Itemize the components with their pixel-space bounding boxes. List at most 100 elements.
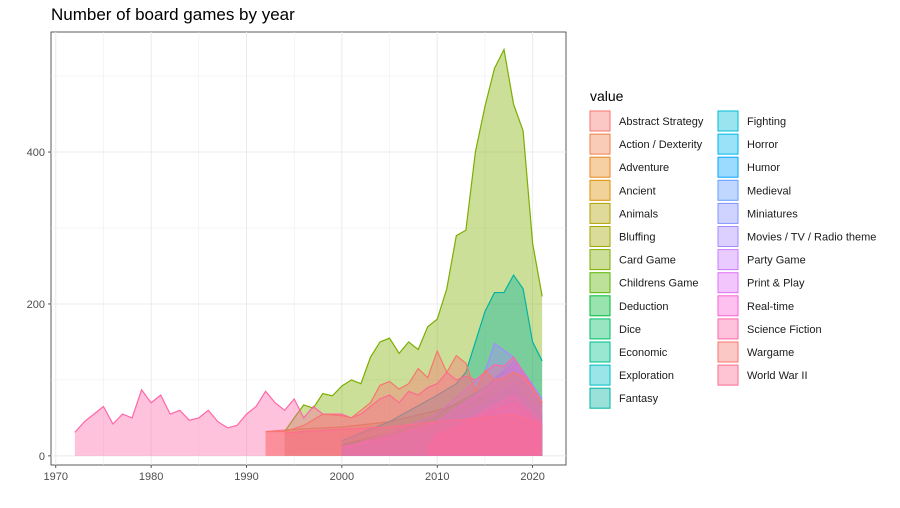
legend-label: Card Game: [619, 255, 676, 267]
legend-item-fantasy: Fantasy: [589, 387, 659, 409]
x-tick-label: 1990: [234, 471, 258, 483]
legend-item-world-war-ii: World War II: [717, 364, 808, 386]
legend-item-medieval: Medieval: [717, 179, 791, 201]
legend-key: [589, 202, 611, 224]
legend-label: Bluffing: [619, 232, 656, 244]
area-childrens-game: [341, 364, 543, 456]
legend-key: [589, 179, 611, 201]
legend-label: Miniatures: [747, 208, 798, 220]
line-card-game: [284, 47, 543, 432]
x-tick-label: 1970: [44, 471, 68, 483]
legend-item-party-game: Party Game: [717, 249, 806, 271]
legend-item-ancient: Ancient: [589, 179, 656, 201]
legend-key: [589, 318, 611, 340]
line-real-time: [427, 402, 543, 449]
line-wargame: [265, 349, 543, 433]
legend-item-deduction: Deduction: [589, 295, 669, 317]
plot-panel: [50, 31, 567, 466]
legend-item-card-game: Card Game: [589, 249, 676, 271]
legend-item-wargame: Wargame: [717, 341, 794, 363]
line-horror: [341, 409, 543, 451]
y-tick-label: 0: [39, 451, 45, 463]
legend-item-abstract-strategy: Abstract Strategy: [589, 110, 704, 132]
legend-key: [717, 295, 739, 317]
legend-key: [717, 249, 739, 271]
x-tick-label: 2010: [425, 471, 449, 483]
area-real-time: [427, 402, 543, 456]
legend-label: Print & Play: [747, 278, 805, 290]
area-fighting: [341, 387, 543, 456]
legend-label: Humor: [747, 162, 780, 174]
legend-title: value: [590, 88, 624, 104]
legend-label: Animals: [619, 208, 659, 220]
legend-label: Medieval: [747, 185, 791, 197]
line-medieval: [341, 382, 543, 448]
legend-item-fighting: Fighting: [717, 110, 786, 132]
legend-key: [589, 249, 611, 271]
legend-label: Action / Dexterity: [619, 139, 703, 151]
legend-label: Abstract Strategy: [619, 116, 704, 128]
legend-label: Adventure: [619, 162, 669, 174]
area-card-game: [284, 49, 543, 456]
legend-key: [717, 272, 739, 294]
area-humor: [341, 398, 543, 456]
chart-title: Number of board games by year: [51, 5, 295, 24]
legend-item-real-time: Real-time: [717, 295, 794, 317]
legend-item-economic: Economic: [589, 341, 668, 363]
axes: 1970 1980 1990 2000 2010 2020 0 200 400: [27, 147, 545, 483]
legend-item-bluffing: Bluffing: [589, 226, 656, 247]
x-tick-label: 2000: [330, 471, 354, 483]
legend-label: Movies / TV / Radio theme: [747, 232, 876, 244]
line-fighting: [341, 386, 543, 449]
legend-label: Horror: [747, 139, 779, 151]
legend-item-humor: Humor: [717, 156, 780, 178]
legend-key: [717, 179, 739, 201]
legend-label: Party Game: [747, 255, 806, 267]
legend-item-action-dexterity: Action / Dexterity: [589, 133, 703, 155]
area-deduction: [341, 398, 543, 456]
line-fantasy: [341, 273, 543, 442]
legend-label: Science Fiction: [747, 324, 822, 336]
legend-item-dice: Dice: [589, 318, 641, 340]
legend-item-adventure: Adventure: [589, 156, 669, 178]
legend-key: [717, 341, 739, 363]
legend-label: Deduction: [619, 301, 669, 313]
legend-label: Wargame: [747, 347, 794, 359]
legend-item-exploration: Exploration: [589, 364, 674, 386]
legend-item-science-fiction: Science Fiction: [717, 318, 822, 340]
legend-label: World War II: [747, 370, 808, 382]
x-tick-label: 1980: [139, 471, 163, 483]
area-print-play: [427, 395, 543, 456]
legend-label: Dice: [619, 324, 641, 336]
area-medieval: [341, 383, 543, 456]
area-party-game: [341, 364, 543, 456]
legend-key: [589, 272, 611, 294]
legend-key: [589, 156, 611, 178]
legend-label: Childrens Game: [619, 278, 698, 290]
legend-key: [589, 295, 611, 317]
legend-label: Ancient: [619, 185, 656, 197]
legend-label: Exploration: [619, 370, 674, 382]
legend-key: [589, 341, 611, 363]
legend-key: [717, 110, 739, 132]
line-print-play: [427, 394, 543, 449]
area-world-war-ii: [284, 414, 543, 456]
area-abstract-strategy: [265, 387, 543, 456]
legend-item-movies-tv-radio-theme: Movies / TV / Radio theme: [717, 226, 876, 247]
legend-item-horror: Horror: [717, 133, 779, 155]
legend-label: Fighting: [747, 116, 786, 128]
area-science-fiction: [74, 357, 543, 456]
legend-key: [717, 202, 739, 224]
line-science-fiction: [74, 356, 543, 433]
legend-key: [589, 364, 611, 386]
legend-key: [717, 156, 739, 178]
legend-key: [717, 318, 739, 340]
y-tick-label: 200: [27, 299, 45, 311]
line-dice: [341, 371, 543, 446]
legend-key: [589, 226, 611, 247]
area-dice: [341, 372, 543, 456]
legend-label: Real-time: [747, 301, 794, 313]
line-party-game: [341, 363, 543, 448]
legend-label: Fantasy: [619, 393, 659, 405]
